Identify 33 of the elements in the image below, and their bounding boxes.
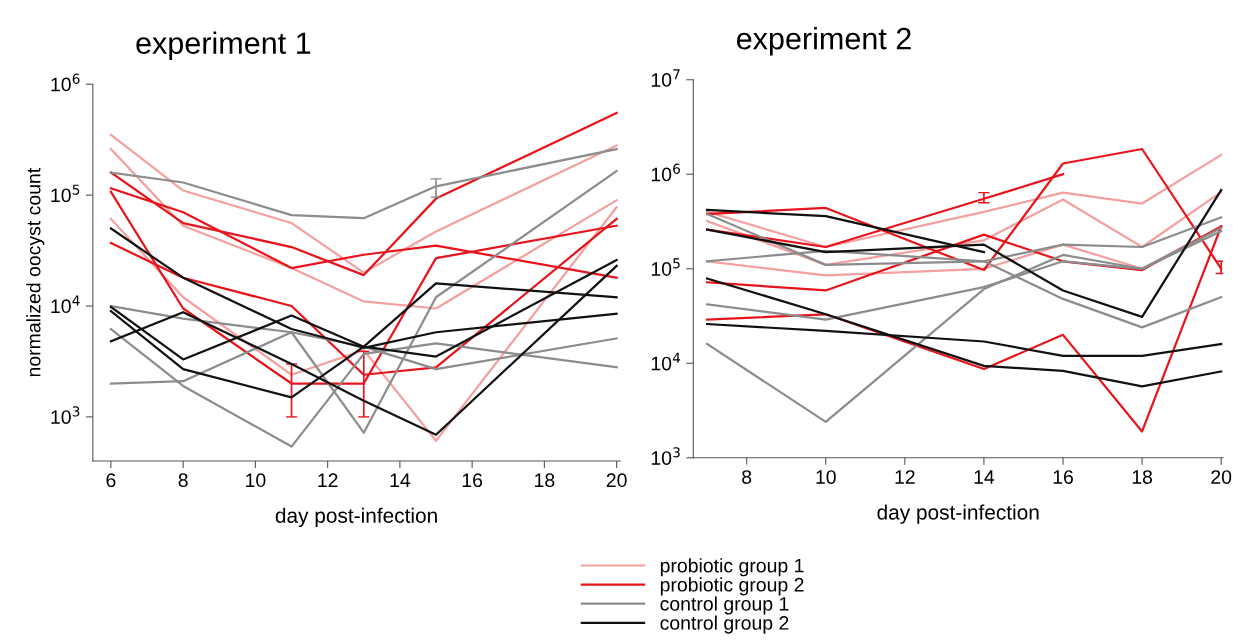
y-tick-label: 10$^{5}$: [651, 258, 680, 276]
x-tick-label: 20: [1211, 470, 1232, 484]
x-tick-label: 8: [178, 473, 188, 488]
legend-label: control group 2: [660, 615, 789, 634]
x-tick-label: 12: [895, 470, 915, 484]
y-axis-title: normalized oocyst count: [26, 167, 45, 377]
x-tick-label: 18: [1132, 470, 1153, 484]
y-tick-label: 10$^{4}$: [651, 352, 681, 371]
x-tick-label: 12: [318, 473, 338, 487]
legend-label: probiotic group 1: [660, 558, 804, 577]
x-tick-label: 6: [106, 473, 116, 488]
x-tick-label: 8: [742, 470, 752, 484]
y-tick-label: 10$^{4}$: [51, 295, 80, 314]
y-tick-label: 10$^{5}$: [51, 184, 80, 203]
x-tick-label: 16: [1053, 470, 1073, 484]
legend-label: probiotic group 2: [660, 577, 804, 596]
x-tick-label: 18: [535, 473, 555, 488]
y-tick-label: 10$^{3}$: [651, 447, 680, 465]
x-tick-label: 14: [390, 473, 411, 487]
y-tick-label: 10$^{3}$: [51, 406, 80, 424]
x-tick-label: 10: [246, 473, 266, 488]
y-tick-label: 10$^{6}$: [651, 163, 680, 182]
y-tick-label: 10$^{7}$: [651, 69, 680, 87]
chart-title: experiment 1: [136, 31, 311, 61]
x-tick-label: 16: [462, 473, 483, 488]
x-tick-label: 20: [606, 473, 627, 488]
chart-title: experiment 2: [736, 27, 911, 56]
legend-label: control group 1: [660, 596, 789, 615]
x-axis-title: day post-infection: [877, 504, 1039, 524]
x-tick-label: 14: [974, 470, 995, 484]
y-tick-label: 10$^{6}$: [51, 73, 80, 92]
x-tick-label: 10: [816, 470, 836, 484]
x-axis-title: day post-infection: [275, 507, 437, 528]
